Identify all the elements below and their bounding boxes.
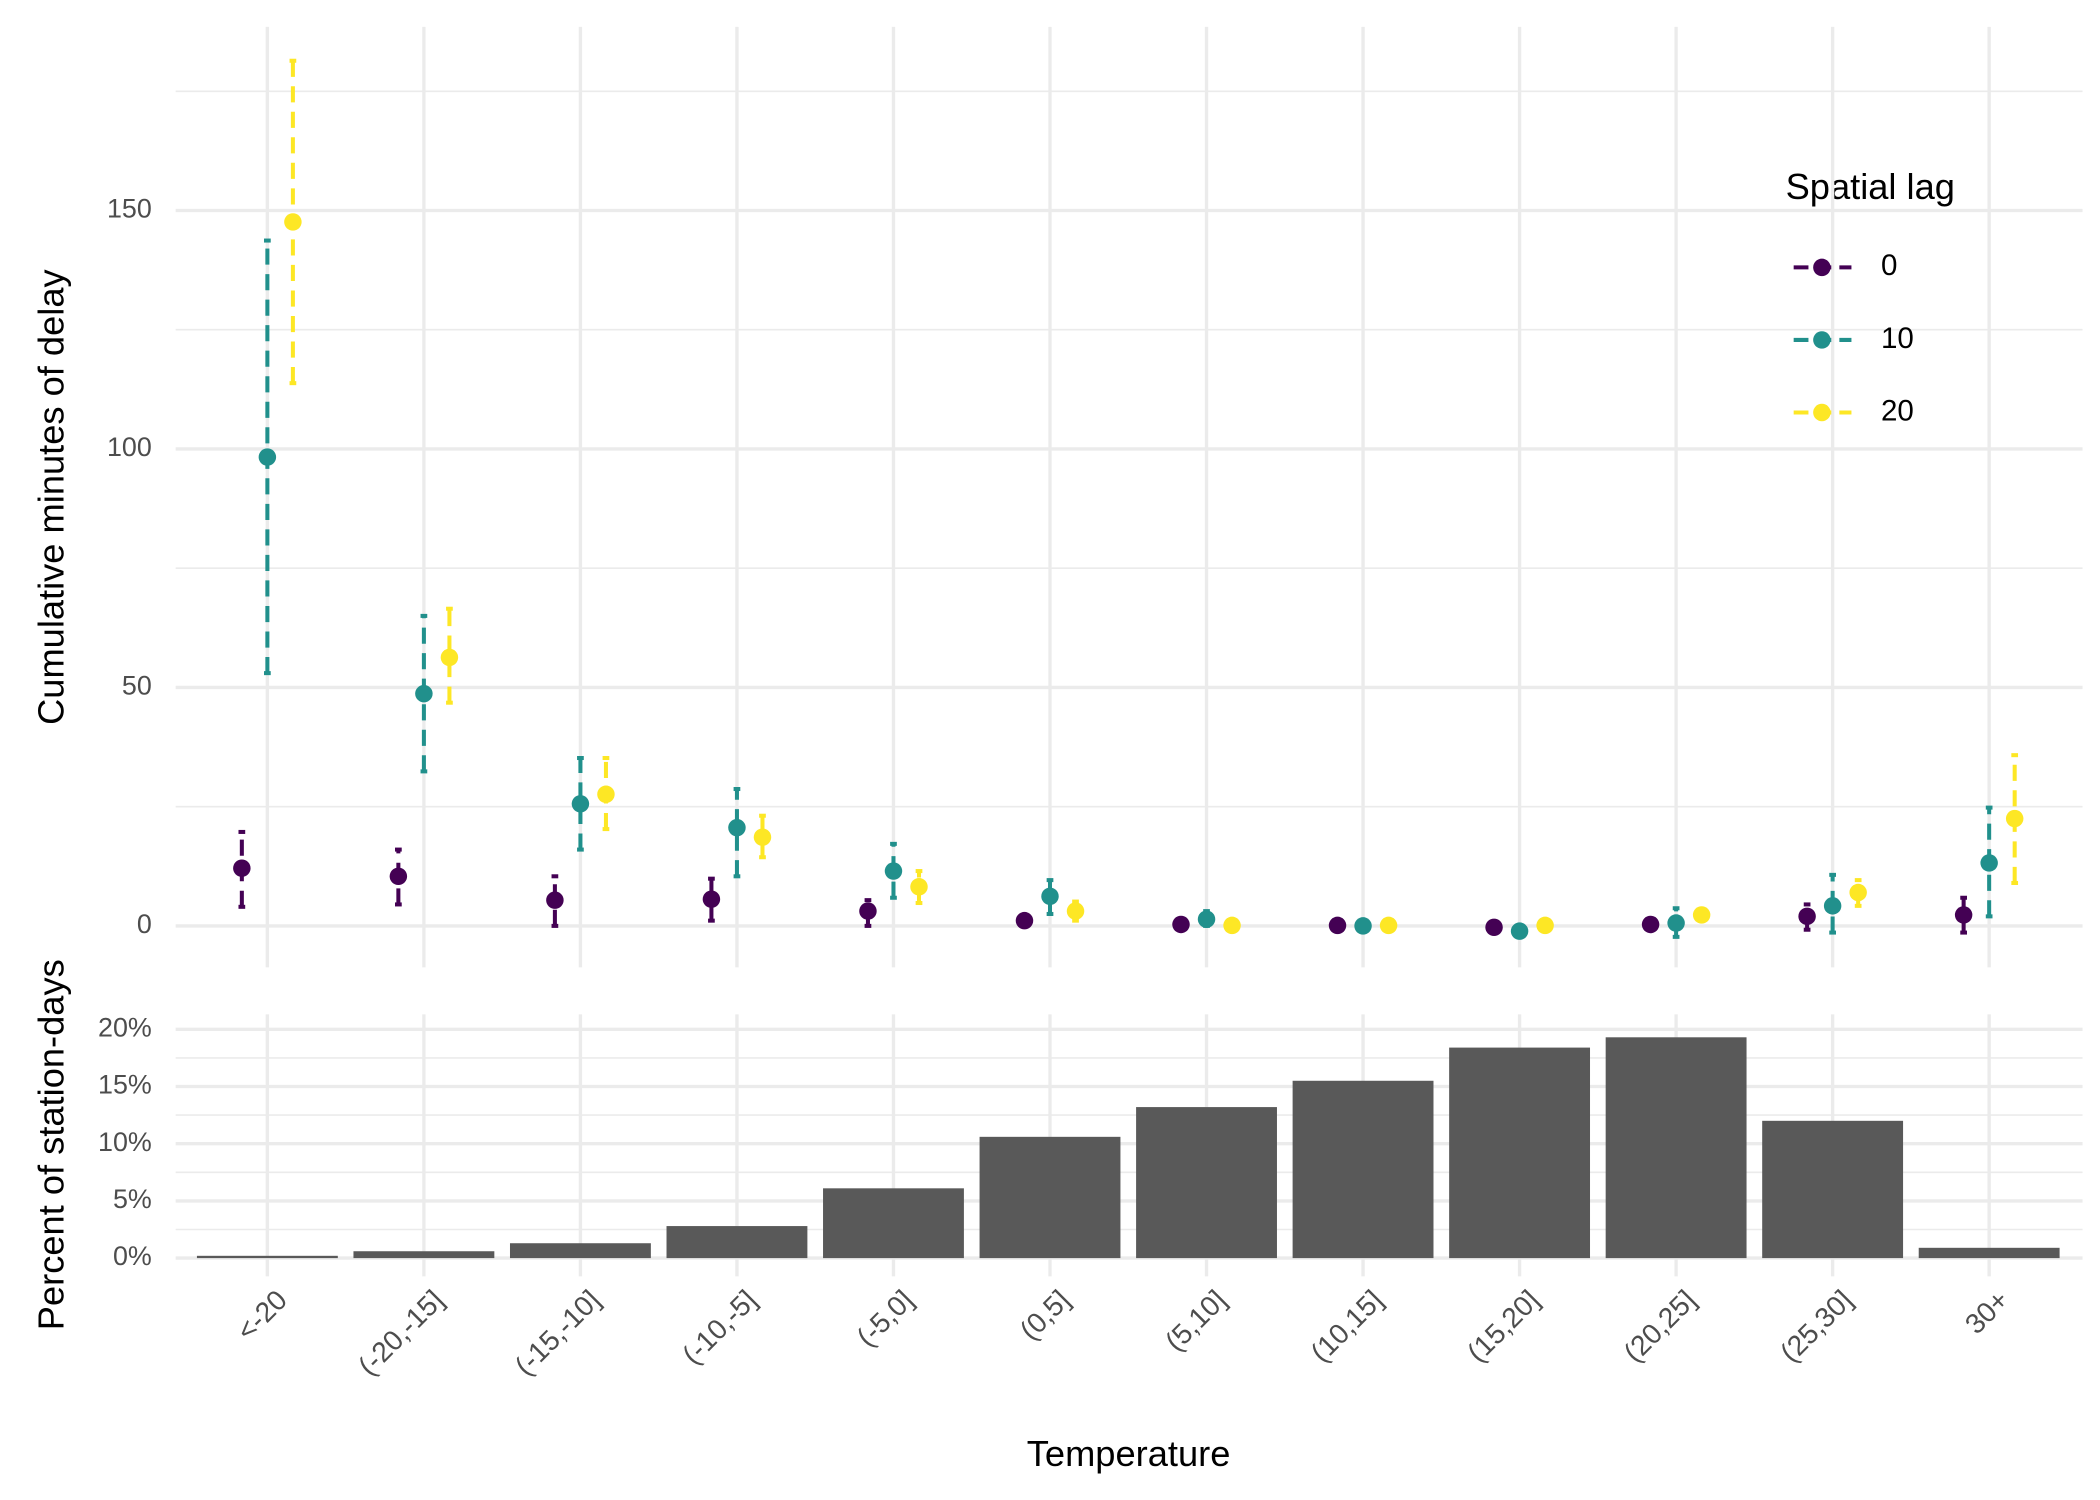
bar xyxy=(353,1251,495,1259)
y-axis-title: Percent of station-days xyxy=(30,959,71,1330)
point xyxy=(1823,897,1842,915)
legend-label: 0 xyxy=(1881,249,1897,282)
point xyxy=(1223,916,1241,935)
bar xyxy=(1918,1247,2060,1259)
x-tick-label: (-10,-5] xyxy=(676,1283,763,1370)
point xyxy=(597,785,615,803)
bar xyxy=(196,1255,338,1259)
point xyxy=(1041,887,1059,906)
y-axis-title: Cumulative minutes of delay xyxy=(30,269,71,725)
point xyxy=(910,878,928,896)
bar xyxy=(1292,1080,1434,1259)
point xyxy=(1066,902,1085,920)
bar xyxy=(1605,1037,1747,1259)
point xyxy=(258,448,277,466)
bar xyxy=(979,1136,1121,1259)
y-tick-label: 5% xyxy=(113,1184,152,1214)
y-tick-label: 20% xyxy=(98,1012,152,1042)
point xyxy=(1510,922,1529,940)
point xyxy=(1536,916,1554,935)
y-tick-label: 150 xyxy=(107,194,152,224)
x-tick-label: (0,5] xyxy=(1013,1283,1076,1346)
y-tick-label: 10% xyxy=(98,1127,152,1157)
point xyxy=(546,891,564,909)
point xyxy=(2005,809,2024,828)
y-tick-label: 50 xyxy=(122,671,152,701)
point xyxy=(233,859,251,877)
point xyxy=(1641,915,1660,934)
point xyxy=(571,795,590,813)
point xyxy=(415,684,433,703)
y-tick-label: 0% xyxy=(113,1241,152,1271)
bar xyxy=(509,1243,651,1259)
point xyxy=(389,867,408,886)
bar xyxy=(1762,1120,1904,1259)
point xyxy=(1954,906,1973,924)
y-tick-label: 0 xyxy=(137,909,152,939)
legend-dot xyxy=(1813,331,1831,349)
x-tick-label: (-20,-15] xyxy=(352,1283,450,1381)
point xyxy=(859,902,877,920)
x-tick-label: (15,20] xyxy=(1460,1283,1545,1368)
point xyxy=(1328,916,1347,935)
y-tick-label: 15% xyxy=(98,1070,152,1100)
bar xyxy=(666,1226,808,1259)
legend-dot xyxy=(1813,258,1831,277)
point xyxy=(440,648,459,667)
point xyxy=(702,890,721,908)
legend-dot xyxy=(1813,403,1831,422)
point xyxy=(1197,910,1216,928)
bar xyxy=(823,1188,964,1259)
x-tick-label: (5,10] xyxy=(1159,1283,1233,1357)
x-axis-title: Temperature xyxy=(1027,1433,1231,1474)
point xyxy=(284,213,302,231)
legend-title: Spatial lag xyxy=(1786,166,1955,207)
point xyxy=(1798,907,1816,926)
x-tick-label: (-5,0] xyxy=(850,1283,919,1352)
bar xyxy=(1449,1047,1591,1259)
legend-label: 10 xyxy=(1881,322,1914,355)
x-tick-label: (20,25] xyxy=(1617,1283,1702,1368)
point xyxy=(753,828,772,846)
point xyxy=(1354,917,1372,935)
point xyxy=(1692,906,1711,924)
point xyxy=(884,862,903,880)
x-tick-label: (-15,-10] xyxy=(508,1283,606,1381)
x-tick-label: 30+ xyxy=(1958,1283,2014,1339)
x-tick-label: (10,15] xyxy=(1304,1283,1389,1368)
point xyxy=(1015,911,1034,930)
point xyxy=(1379,916,1398,935)
point xyxy=(1172,915,1190,934)
x-tick-label: <-20 xyxy=(230,1283,293,1346)
point xyxy=(728,818,746,837)
bar xyxy=(1136,1107,1277,1259)
point xyxy=(1849,883,1867,902)
point xyxy=(1485,918,1503,937)
legend-label: 20 xyxy=(1881,394,1914,427)
point xyxy=(1667,914,1685,932)
y-tick-label: 100 xyxy=(107,432,152,462)
point xyxy=(1980,854,1998,872)
x-tick-label: (25,30] xyxy=(1774,1283,1859,1368)
